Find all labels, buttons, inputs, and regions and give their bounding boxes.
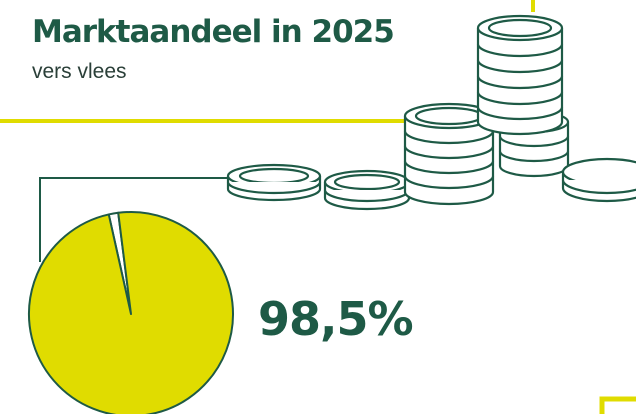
chart-title: Marktaandeel in 2025 [32, 14, 395, 50]
pie-value-label: 98,5% [258, 292, 414, 346]
connector-line [39, 177, 230, 262]
pie-slice-major [28, 211, 234, 414]
accent-corner [599, 396, 636, 414]
pie-chart [28, 211, 234, 414]
coin-stacks-icon [226, 14, 636, 211]
chart-subtitle: vers vlees [32, 60, 127, 83]
